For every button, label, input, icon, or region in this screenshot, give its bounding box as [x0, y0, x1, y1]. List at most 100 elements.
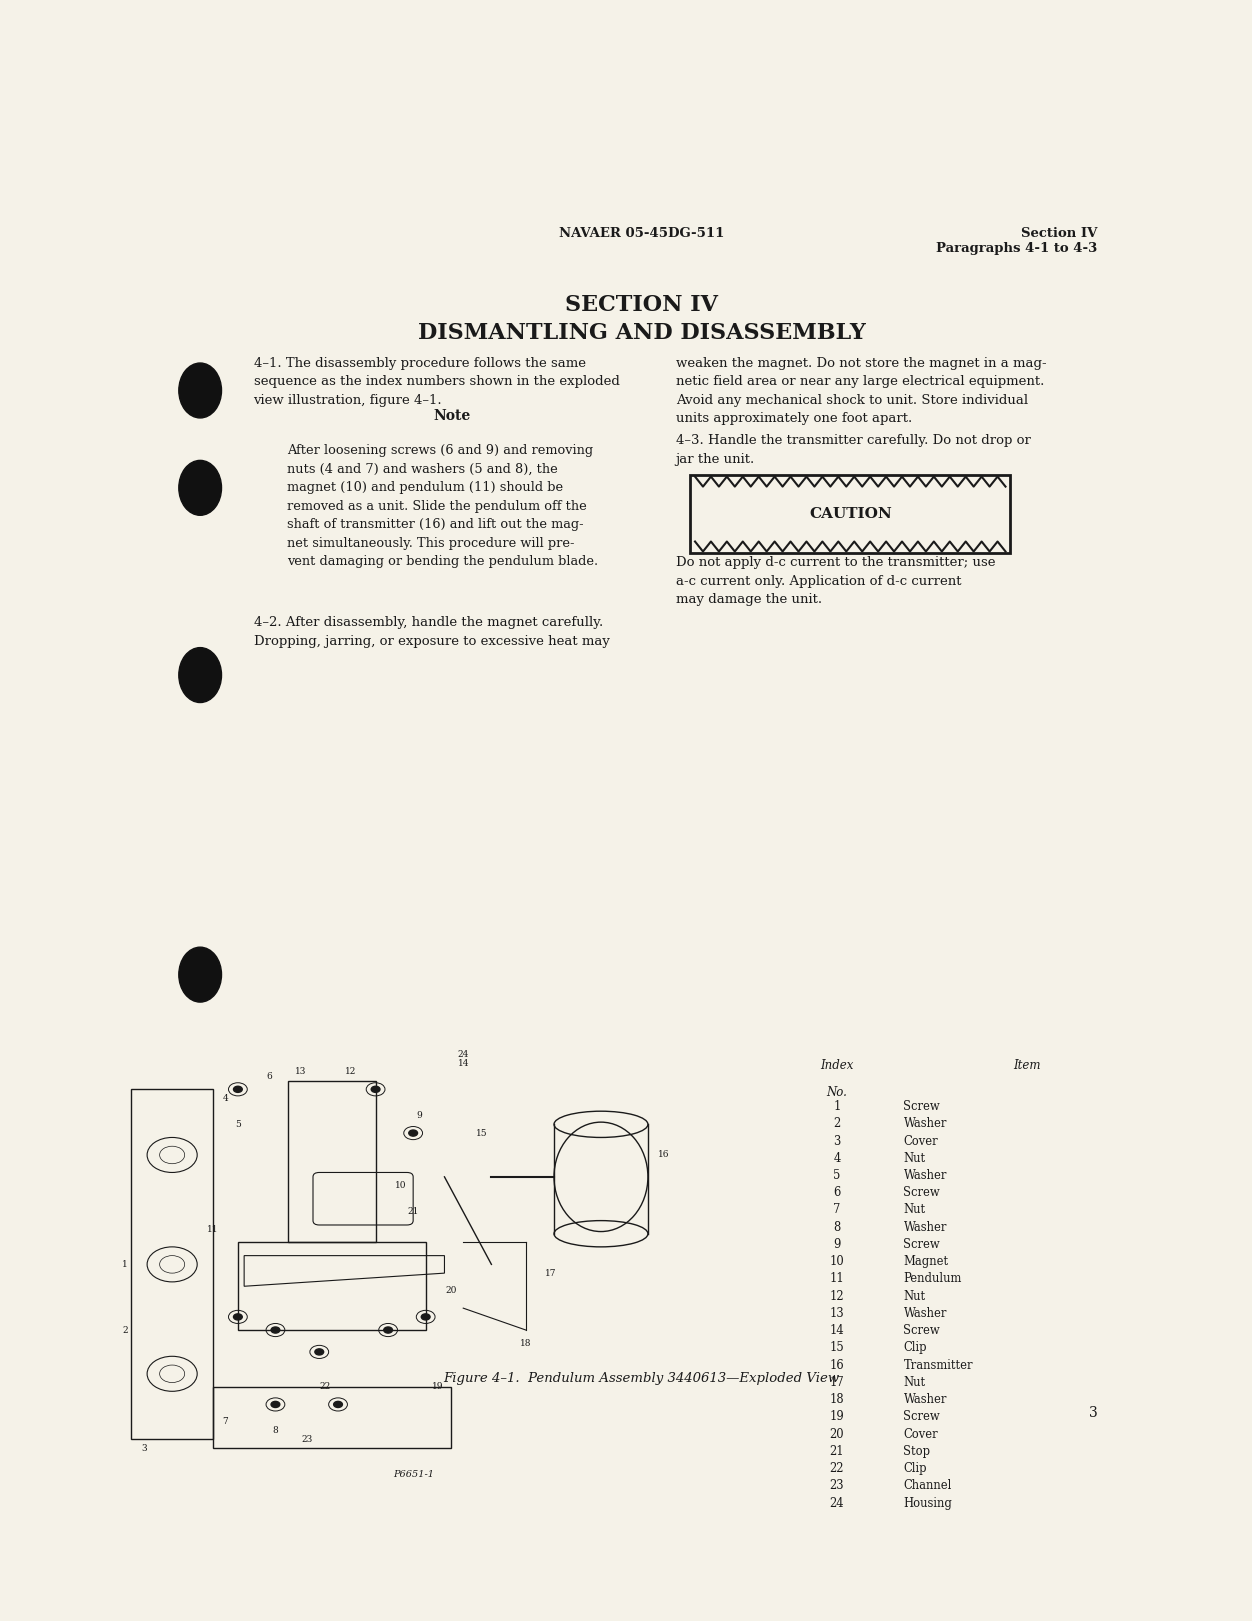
Text: 9: 9 [833, 1238, 840, 1251]
Circle shape [333, 1402, 342, 1407]
Text: 21: 21 [407, 1208, 419, 1216]
Text: Screw: Screw [904, 1410, 940, 1423]
Text: 19: 19 [432, 1383, 444, 1391]
Text: 8: 8 [834, 1221, 840, 1234]
Text: 1: 1 [123, 1260, 128, 1269]
Text: 17: 17 [545, 1269, 557, 1277]
Text: CAUTION: CAUTION [809, 507, 891, 520]
Text: 5: 5 [833, 1169, 840, 1182]
Text: 22: 22 [321, 1383, 331, 1391]
Text: 4–1. The disassembly procedure follows the same
sequence as the index numbers sh: 4–1. The disassembly procedure follows t… [253, 357, 620, 407]
Text: 16: 16 [657, 1151, 670, 1159]
Text: Note: Note [433, 408, 471, 423]
Text: Screw: Screw [904, 1187, 940, 1200]
Text: 3: 3 [1089, 1407, 1098, 1420]
Text: Section IV: Section IV [1022, 227, 1098, 240]
Text: 13: 13 [830, 1307, 844, 1319]
Text: 7: 7 [223, 1417, 228, 1426]
Text: 3: 3 [834, 1135, 840, 1148]
Text: 5: 5 [235, 1120, 240, 1128]
Text: 22: 22 [830, 1462, 844, 1475]
Text: SECTION IV: SECTION IV [565, 295, 719, 316]
Text: 14: 14 [457, 1059, 470, 1068]
Circle shape [179, 947, 222, 1002]
Text: 7: 7 [833, 1203, 840, 1216]
Text: Nut: Nut [904, 1290, 925, 1303]
Text: Cover: Cover [904, 1135, 938, 1148]
Text: NAVAER 05-45DG-511: NAVAER 05-45DG-511 [558, 227, 725, 240]
Circle shape [371, 1086, 381, 1093]
Text: Transmitter: Transmitter [904, 1358, 973, 1371]
Circle shape [272, 1328, 280, 1332]
Text: 4: 4 [834, 1153, 840, 1165]
Text: Washer: Washer [904, 1117, 947, 1130]
Text: Pendulum: Pendulum [904, 1272, 962, 1285]
Text: Clip: Clip [904, 1342, 926, 1355]
Text: 10: 10 [394, 1182, 407, 1190]
Text: Nut: Nut [904, 1153, 925, 1165]
Text: 16: 16 [830, 1358, 844, 1371]
Text: 13: 13 [294, 1067, 307, 1076]
Text: 4–2. After disassembly, handle the magnet carefully.
Dropping, jarring, or expos: 4–2. After disassembly, handle the magne… [253, 616, 610, 648]
Text: 17: 17 [830, 1376, 844, 1389]
Text: 8: 8 [273, 1426, 278, 1435]
Text: Screw: Screw [904, 1101, 940, 1114]
Text: 1: 1 [833, 1101, 840, 1114]
Text: Index: Index [820, 1059, 854, 1071]
Text: 10: 10 [830, 1255, 844, 1268]
Text: Item: Item [1013, 1059, 1040, 1071]
Circle shape [233, 1086, 243, 1093]
Text: 23: 23 [302, 1435, 312, 1444]
Circle shape [316, 1349, 323, 1355]
Text: Stop: Stop [904, 1444, 930, 1457]
Text: Magnet: Magnet [904, 1255, 949, 1268]
Text: 6: 6 [834, 1187, 840, 1200]
Circle shape [179, 363, 222, 418]
Text: Washer: Washer [904, 1307, 947, 1319]
Circle shape [272, 1402, 280, 1407]
Text: 4–3. Handle the transmitter carefully. Do not drop or
jar the unit.: 4–3. Handle the transmitter carefully. D… [676, 434, 1030, 465]
Text: No.: No. [826, 1086, 848, 1099]
Circle shape [408, 1130, 417, 1136]
Circle shape [383, 1328, 393, 1332]
Text: 4: 4 [223, 1094, 228, 1102]
Text: Cover: Cover [904, 1428, 938, 1441]
Text: weaken the magnet. Do not store the magnet in a mag-
netic field area or near an: weaken the magnet. Do not store the magn… [676, 357, 1047, 425]
Text: 12: 12 [830, 1290, 844, 1303]
Text: After loosening screws (6 and 9) and removing
nuts (4 and 7) and washers (5 and : After loosening screws (6 and 9) and rem… [288, 444, 598, 567]
Text: 3: 3 [141, 1444, 146, 1452]
Text: 14: 14 [830, 1324, 844, 1337]
Text: 20: 20 [830, 1428, 844, 1441]
Circle shape [179, 460, 222, 515]
Text: Housing: Housing [904, 1496, 953, 1509]
Text: Clip: Clip [904, 1462, 926, 1475]
Text: Channel: Channel [904, 1480, 952, 1493]
Text: 11: 11 [207, 1225, 219, 1234]
Text: 23: 23 [830, 1480, 844, 1493]
Text: Nut: Nut [904, 1376, 925, 1389]
Text: Washer: Washer [904, 1221, 947, 1234]
Text: 12: 12 [344, 1067, 357, 1076]
Text: Figure 4–1.  Pendulum Assembly 3440613—Exploded View: Figure 4–1. Pendulum Assembly 3440613—Ex… [443, 1371, 840, 1384]
Text: P6651-1: P6651-1 [393, 1470, 433, 1478]
Text: 15: 15 [476, 1128, 488, 1138]
Text: 18: 18 [830, 1392, 844, 1405]
Text: 15: 15 [830, 1342, 844, 1355]
Text: 24: 24 [830, 1496, 844, 1509]
Text: 24: 24 [457, 1050, 470, 1059]
Text: 19: 19 [830, 1410, 844, 1423]
Text: 20: 20 [444, 1285, 457, 1295]
Text: Do not apply d-c current to the transmitter; use
a-c current only. Application o: Do not apply d-c current to the transmit… [676, 556, 995, 606]
Text: Screw: Screw [904, 1324, 940, 1337]
Text: Paragraphs 4-1 to 4-3: Paragraphs 4-1 to 4-3 [936, 242, 1098, 254]
Text: 9: 9 [417, 1110, 422, 1120]
Circle shape [233, 1315, 243, 1319]
Text: Nut: Nut [904, 1203, 925, 1216]
Text: 21: 21 [830, 1444, 844, 1457]
Text: 2: 2 [123, 1326, 128, 1334]
Text: 11: 11 [830, 1272, 844, 1285]
Text: 6: 6 [267, 1071, 272, 1081]
Circle shape [421, 1315, 431, 1319]
Text: 18: 18 [520, 1339, 532, 1347]
Circle shape [179, 648, 222, 702]
